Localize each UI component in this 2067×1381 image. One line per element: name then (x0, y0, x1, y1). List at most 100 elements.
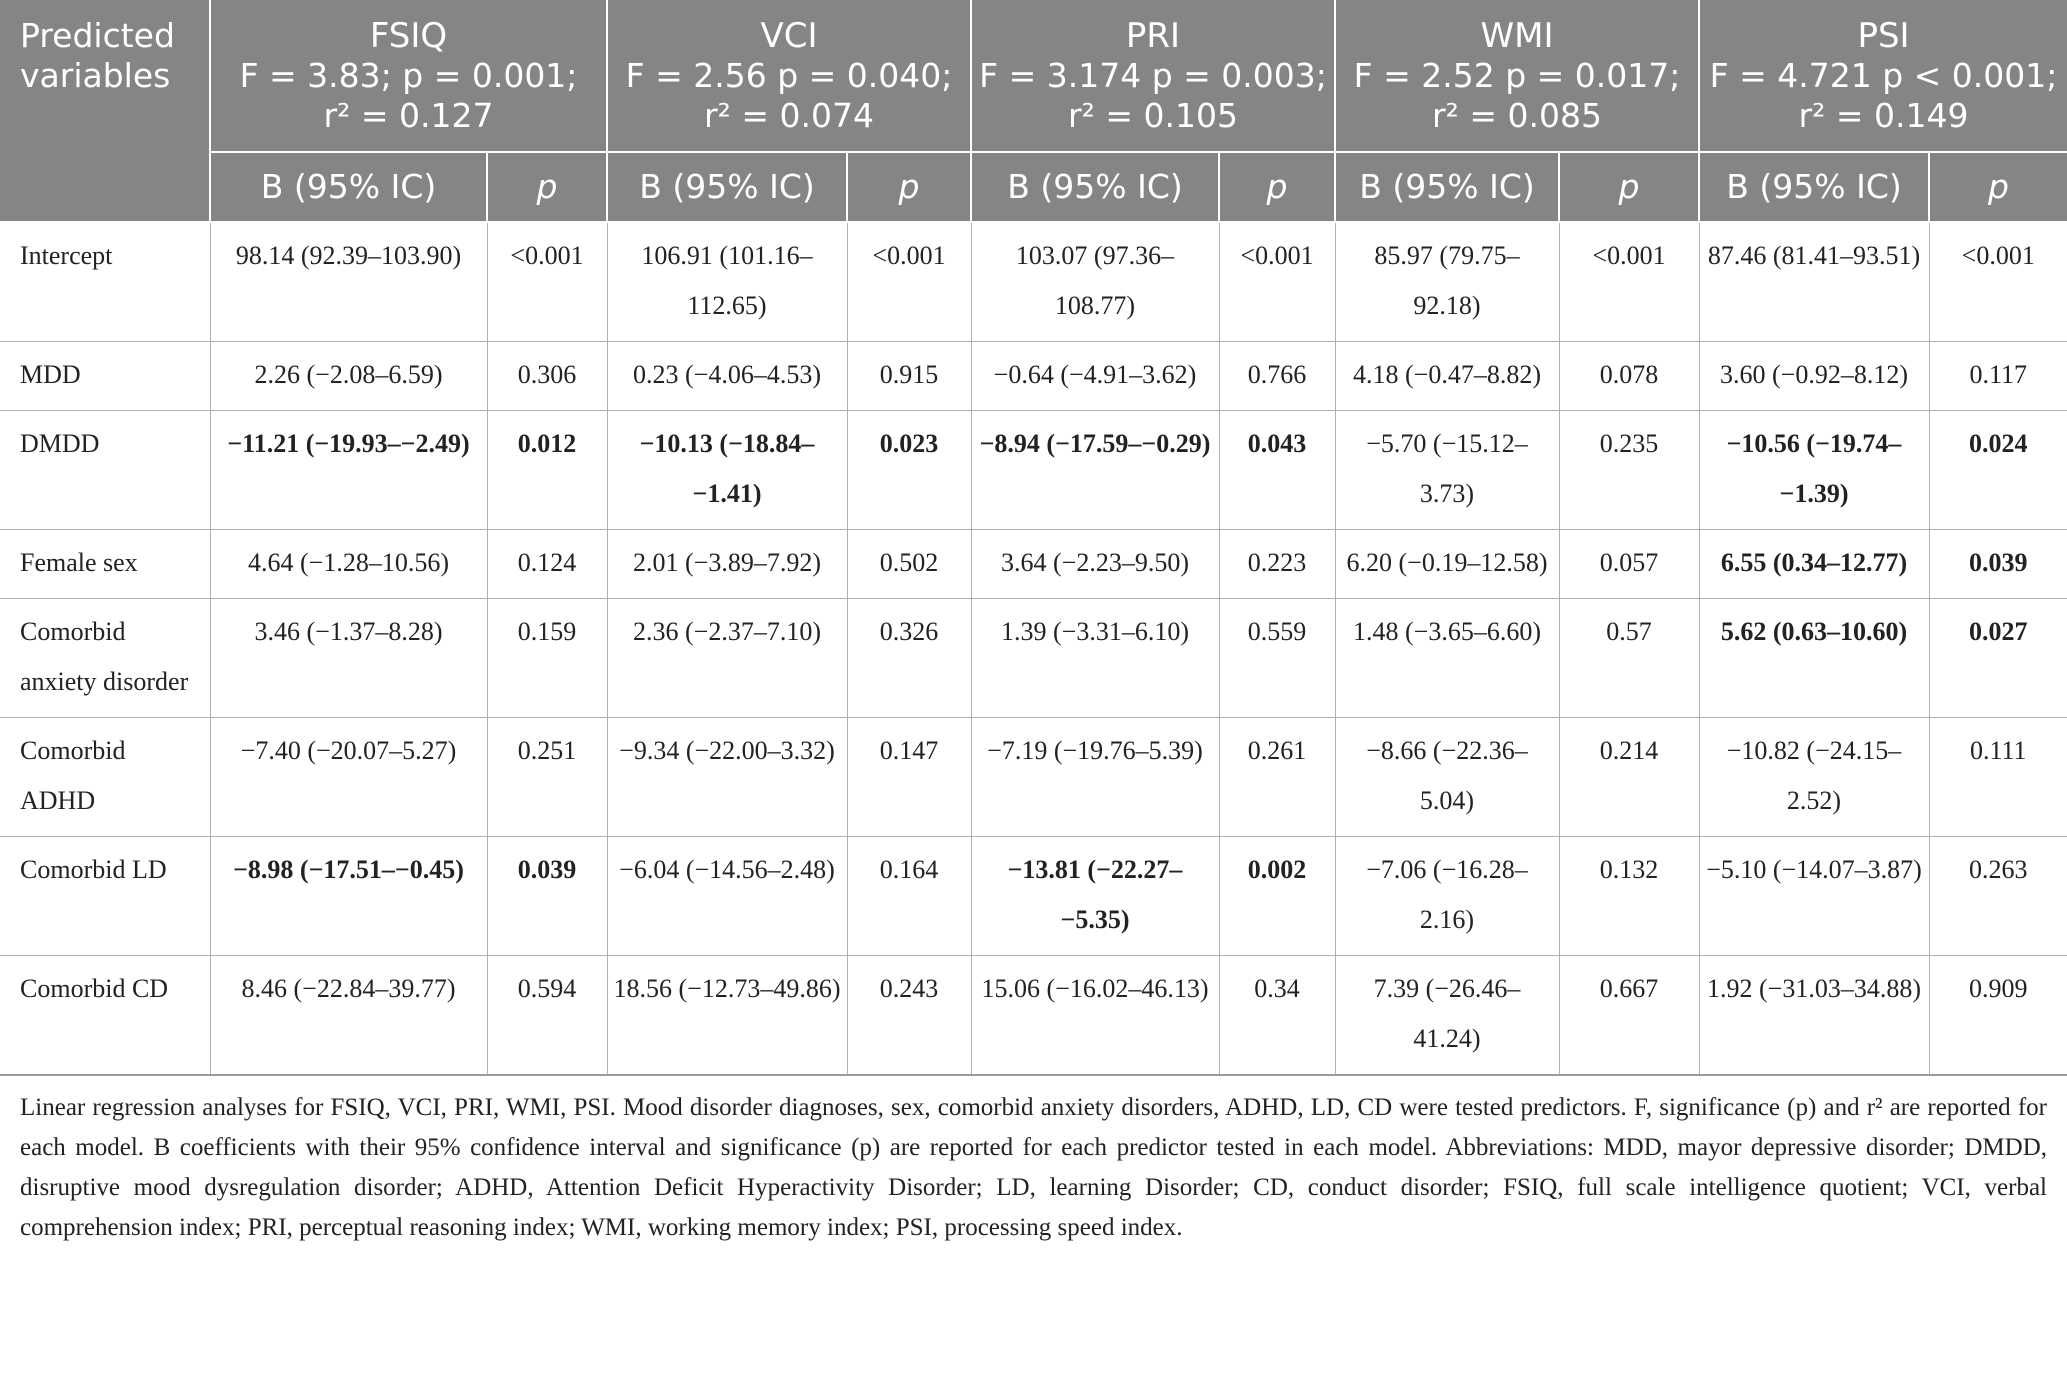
cell-p-value: 0.012 (487, 410, 608, 530)
cell-p-value: <0.001 (1559, 222, 1700, 342)
subheader-p: p (487, 152, 608, 223)
cell-p-value: 0.039 (487, 836, 608, 956)
group-name: WMI (1480, 16, 1554, 56)
cell-b-ci: −5.70 (−15.12–3.73) (1335, 410, 1560, 530)
table-row: Intercept 98.14 (92.39–103.90) <0.001 106.9… (0, 222, 2067, 342)
cell-b-ci: 1.48 (−3.65–6.60) (1335, 598, 1560, 718)
cell-b-ci: 2.36 (−2.37–7.10) (607, 598, 848, 718)
table-row: Comorbid anxiety disorder 3.46 (−1.37–8.2… (0, 598, 2067, 718)
cell-b-ci: 85.97 (79.75–92.18) (1335, 222, 1560, 342)
cell-b-ci: 4.64 (−1.28–10.56) (210, 529, 488, 599)
group-stats-line1: F = 2.56 p = 0.040; (625, 56, 953, 95)
cell-p-value: 0.078 (1559, 341, 1700, 411)
cell-b-ci: 15.06 (−16.02–46.13) (971, 955, 1220, 1076)
group-stats-line1: F = 2.52 p = 0.017; (1353, 56, 1681, 95)
cell-p-value: 0.002 (1219, 836, 1336, 956)
table-row: DMDD −11.21 (−19.93–−2.49) 0.012 −10.13 (−1… (0, 410, 2067, 530)
subheader-b: B (95% IC) (210, 152, 488, 223)
group-name: PSI (1857, 16, 1910, 56)
row-label: Comorbid LD (0, 836, 211, 956)
cell-b-ci: −13.81 (−22.27–−5.35) (971, 836, 1220, 956)
subheader-p: p (847, 152, 972, 223)
header-row-subcolumns: B (95% IC) p B (95% IC) p B (95% IC) p B… (0, 152, 2067, 223)
subheader-p: p (1929, 152, 2067, 223)
cell-p-value: 0.909 (1929, 955, 2067, 1076)
cell-p-value: 0.502 (847, 529, 972, 599)
cell-b-ci: 1.92 (−31.03–34.88) (1699, 955, 1930, 1076)
cell-p-value: 0.111 (1929, 717, 2067, 837)
cell-b-ci: −10.82 (−24.15–2.52) (1699, 717, 1930, 837)
group-header-vci: VCI F = 2.56 p = 0.040; r² = 0.074 (607, 0, 972, 153)
subheader-b: B (95% IC) (1335, 152, 1560, 223)
group-stats-line1: F = 3.174 p = 0.003; (979, 56, 1327, 95)
cell-p-value: 0.159 (487, 598, 608, 718)
group-stats-line2: r² = 0.149 (1798, 96, 1969, 135)
cell-b-ci: −5.10 (−14.07–3.87) (1699, 836, 1930, 956)
group-name: PRI (1125, 16, 1181, 56)
cell-b-ci: 5.62 (0.63–10.60) (1699, 598, 1930, 718)
cell-p-value: 0.559 (1219, 598, 1336, 718)
corner-header: Predicted variables (0, 0, 211, 223)
table-row: Comorbid ADHD −7.40 (−20.07–5.27) 0.251 −9.… (0, 717, 2067, 837)
cell-b-ci: −7.40 (−20.07–5.27) (210, 717, 488, 837)
cell-p-value: 0.147 (847, 717, 972, 837)
cell-p-value: 0.039 (1929, 529, 2067, 599)
cell-b-ci: −9.34 (−22.00–3.32) (607, 717, 848, 837)
cell-p-value: 0.915 (847, 341, 972, 411)
cell-p-value: 0.027 (1929, 598, 2067, 718)
cell-b-ci: −7.19 (−19.76–5.39) (971, 717, 1220, 837)
row-label: DMDD (0, 410, 211, 530)
group-stats-line2: r² = 0.074 (704, 96, 874, 135)
subheader-p: p (1219, 152, 1336, 223)
group-header-wmi: WMI F = 2.52 p = 0.017; r² = 0.085 (1335, 0, 1700, 153)
row-label: Female sex (0, 529, 211, 599)
cell-p-value: <0.001 (847, 222, 972, 342)
cell-b-ci: 4.18 (−0.47–8.82) (1335, 341, 1560, 411)
group-name: FSIQ (369, 16, 448, 56)
cell-b-ci: 3.64 (−2.23–9.50) (971, 529, 1220, 599)
cell-p-value: 0.243 (847, 955, 972, 1076)
cell-b-ci: −11.21 (−19.93–−2.49) (210, 410, 488, 530)
table-row: Comorbid LD −8.98 (−17.51–−0.45) 0.039 −6.0… (0, 836, 2067, 956)
cell-p-value: <0.001 (1929, 222, 2067, 342)
cell-b-ci: 1.39 (−3.31–6.10) (971, 598, 1220, 718)
table-body: Intercept 98.14 (92.39–103.90) <0.001 106.9… (0, 222, 2067, 1076)
cell-p-value: 0.164 (847, 836, 972, 956)
cell-b-ci: 6.55 (0.34–12.77) (1699, 529, 1930, 599)
cell-p-value: 0.594 (487, 955, 608, 1076)
cell-b-ci: 3.46 (−1.37–8.28) (210, 598, 488, 718)
cell-b-ci: 2.26 (−2.08–6.59) (210, 341, 488, 411)
subheader-b: B (95% IC) (971, 152, 1220, 223)
cell-p-value: 0.251 (487, 717, 608, 837)
cell-b-ci: 0.23 (−4.06–4.53) (607, 341, 848, 411)
cell-p-value: 0.223 (1219, 529, 1336, 599)
table-row: Comorbid CD 8.46 (−22.84–39.77) 0.594 18.56… (0, 955, 2067, 1076)
cell-p-value: 0.214 (1559, 717, 1700, 837)
cell-p-value: 0.667 (1559, 955, 1700, 1076)
subheader-b: B (95% IC) (1699, 152, 1930, 223)
cell-p-value: 0.766 (1219, 341, 1336, 411)
table-footnote: Linear regression analyses for FSIQ, VCI… (20, 1094, 2047, 1241)
cell-b-ci: 18.56 (−12.73–49.86) (607, 955, 848, 1076)
row-label: Comorbid ADHD (0, 717, 211, 837)
cell-p-value: 0.235 (1559, 410, 1700, 530)
cell-b-ci: 98.14 (92.39–103.90) (210, 222, 488, 342)
cell-p-value: 0.132 (1559, 836, 1700, 956)
subheader-b: B (95% IC) (607, 152, 848, 223)
regression-table-figure: Predicted variables FSIQ F = 3.83; p = 0… (0, 0, 2067, 1241)
cell-p-value: 0.34 (1219, 955, 1336, 1076)
cell-b-ci: 103.07 (97.36–108.77) (971, 222, 1220, 342)
cell-b-ci: −10.13 (−18.84–−1.41) (607, 410, 848, 530)
cell-b-ci: 7.39 (−26.46–41.24) (1335, 955, 1560, 1076)
cell-p-value: 0.261 (1219, 717, 1336, 837)
table-row: MDD 2.26 (−2.08–6.59) 0.306 0.23 (−4.06–4.5… (0, 341, 2067, 411)
group-name: VCI (760, 16, 818, 56)
subheader-p: p (1559, 152, 1700, 223)
cell-p-value: 0.124 (487, 529, 608, 599)
group-stats-line2: r² = 0.105 (1068, 96, 1238, 135)
cell-b-ci: 3.60 (−0.92–8.12) (1699, 341, 1930, 411)
cell-b-ci: −6.04 (−14.56–2.48) (607, 836, 848, 956)
cell-b-ci: 87.46 (81.41–93.51) (1699, 222, 1930, 342)
cell-p-value: 0.306 (487, 341, 608, 411)
header-row-groups: Predicted variables FSIQ F = 3.83; p = 0… (0, 0, 2067, 223)
